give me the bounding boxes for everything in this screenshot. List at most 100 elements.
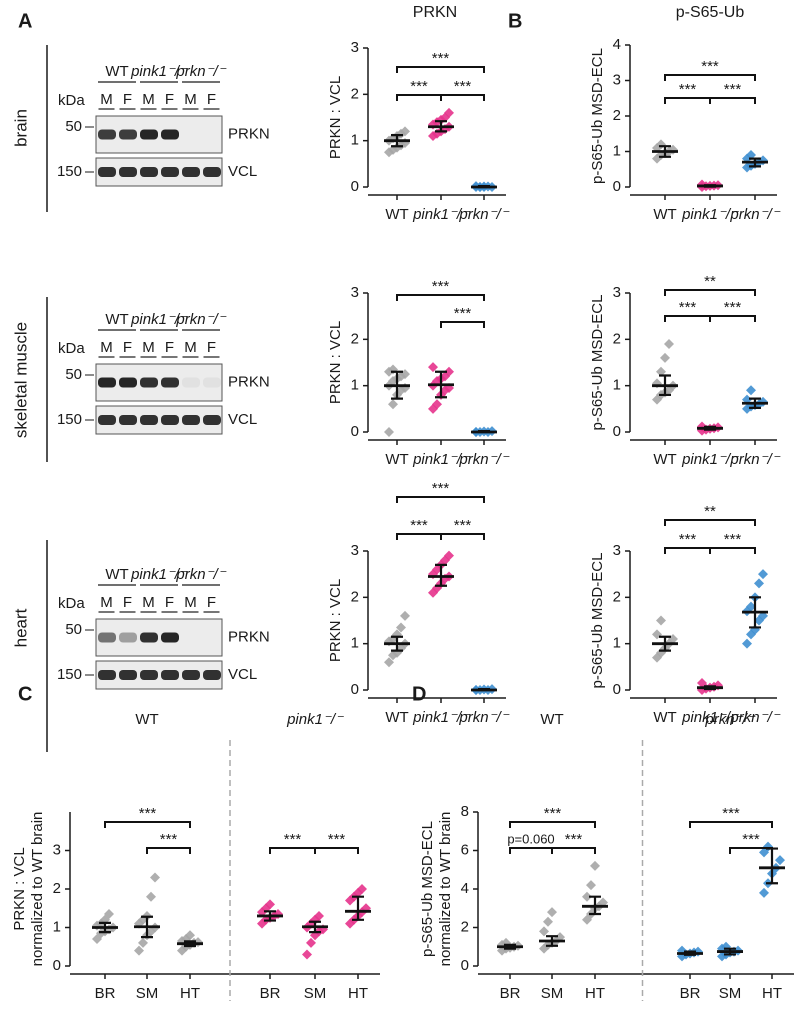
blot [95, 660, 223, 690]
y-axis-label: PRKN : VCL [327, 579, 344, 662]
panel-label: C [18, 683, 32, 705]
sig-label: *** [544, 805, 562, 822]
y-tick-label: 1 [53, 918, 61, 935]
band [203, 415, 221, 425]
row-label: brain [11, 109, 30, 147]
sig-label: *** [742, 831, 760, 848]
y-axis-label: normalized to WT brain [29, 812, 46, 967]
panel-label: B [508, 10, 522, 32]
group-title: prkn⁻/⁻ [704, 711, 755, 728]
sig-label: *** [724, 299, 742, 316]
data-point [547, 907, 557, 918]
y-axis-label: PRKN : VCL [11, 847, 28, 930]
genotype-label: pink1⁻/⁻ [130, 311, 188, 328]
sig-label: *** [284, 831, 302, 848]
x-tick-label: pink1⁻/⁻ [412, 709, 470, 726]
sig-label: *** [454, 517, 472, 534]
sex-label: M [184, 91, 197, 108]
row-label: heart [11, 608, 30, 647]
sex-label: F [165, 339, 174, 356]
data-point [357, 884, 367, 894]
data-point [742, 638, 752, 649]
x-tick-label: pink1⁻/⁻ [681, 451, 739, 468]
band [119, 129, 137, 140]
band [161, 415, 179, 425]
data-point [400, 126, 410, 137]
y-tick-label: 6 [461, 841, 469, 858]
band [161, 632, 179, 643]
y-tick-label: 1 [351, 635, 359, 652]
blot [95, 618, 223, 657]
band [119, 670, 137, 680]
blot [95, 405, 223, 435]
x-tick-label: WT [385, 451, 408, 468]
sig-bracket [709, 547, 756, 554]
data-point [664, 338, 674, 349]
blot [95, 157, 223, 187]
sex-label: M [142, 594, 155, 611]
kda-label: kDa [58, 595, 85, 612]
data-point [444, 550, 454, 561]
sig-label: *** [432, 278, 450, 295]
y-axis-label: p-S65-Ub MSD-ECL [589, 295, 606, 431]
x-tick-label: prkn⁻/⁻ [729, 206, 780, 223]
band [119, 415, 137, 425]
data-point [146, 891, 156, 902]
y-tick-label: 0 [351, 423, 359, 440]
data-point [306, 937, 316, 948]
x-tick-label: prkn⁻/⁻ [458, 709, 509, 726]
band [98, 670, 116, 680]
sig-bracket [104, 821, 191, 828]
data-point [314, 910, 324, 921]
sex-label: M [100, 339, 113, 356]
sex-label: M [142, 91, 155, 108]
band [182, 670, 200, 680]
data-point [396, 622, 406, 633]
x-tick-label: SM [304, 985, 327, 1002]
x-tick-label: HT [180, 985, 200, 1002]
chart-title: p-S65-Ub [676, 4, 745, 21]
x-tick-label: pink1⁻/⁻ [681, 709, 739, 726]
marker-label: 150 [57, 411, 82, 428]
sig-label: *** [565, 831, 583, 848]
blot [95, 363, 223, 402]
sig-label: ** [704, 273, 716, 290]
sig-bracket [664, 74, 756, 81]
group-title: WT [135, 711, 158, 728]
y-tick-label: 0 [613, 423, 621, 440]
y-tick-label: 3 [351, 542, 359, 559]
y-tick-label: 4 [613, 36, 621, 53]
band [119, 632, 137, 643]
data-point [660, 352, 670, 363]
y-tick-label: 1 [351, 377, 359, 394]
y-tick-label: 3 [613, 542, 621, 559]
genotype-label: pink1⁻/⁻ [130, 566, 188, 583]
sex-label: M [100, 594, 113, 611]
band [98, 377, 116, 388]
sex-label: F [165, 594, 174, 611]
y-tick-label: 1 [613, 377, 621, 394]
y-tick-label: 2 [613, 330, 621, 347]
data-point [586, 880, 596, 891]
sig-label: *** [722, 805, 740, 822]
sex-label: M [142, 339, 155, 356]
x-tick-label: WT [653, 206, 676, 223]
genotype-label: prkn⁻/⁻ [175, 311, 226, 328]
band [140, 415, 158, 425]
y-tick-label: 3 [351, 39, 359, 56]
marker-label: 150 [57, 163, 82, 180]
data-point [265, 899, 275, 910]
genotype-label: prkn⁻/⁻ [175, 566, 226, 583]
y-tick-label: 0 [53, 957, 61, 974]
y-tick-label: 0 [351, 681, 359, 698]
x-tick-label: WT [653, 709, 676, 726]
sex-label: F [123, 594, 132, 611]
band [119, 377, 137, 388]
band [182, 377, 200, 388]
band [98, 632, 116, 643]
band [98, 415, 116, 425]
y-tick-label: 2 [351, 588, 359, 605]
genotype-label: WT [105, 311, 128, 328]
band [140, 129, 158, 140]
